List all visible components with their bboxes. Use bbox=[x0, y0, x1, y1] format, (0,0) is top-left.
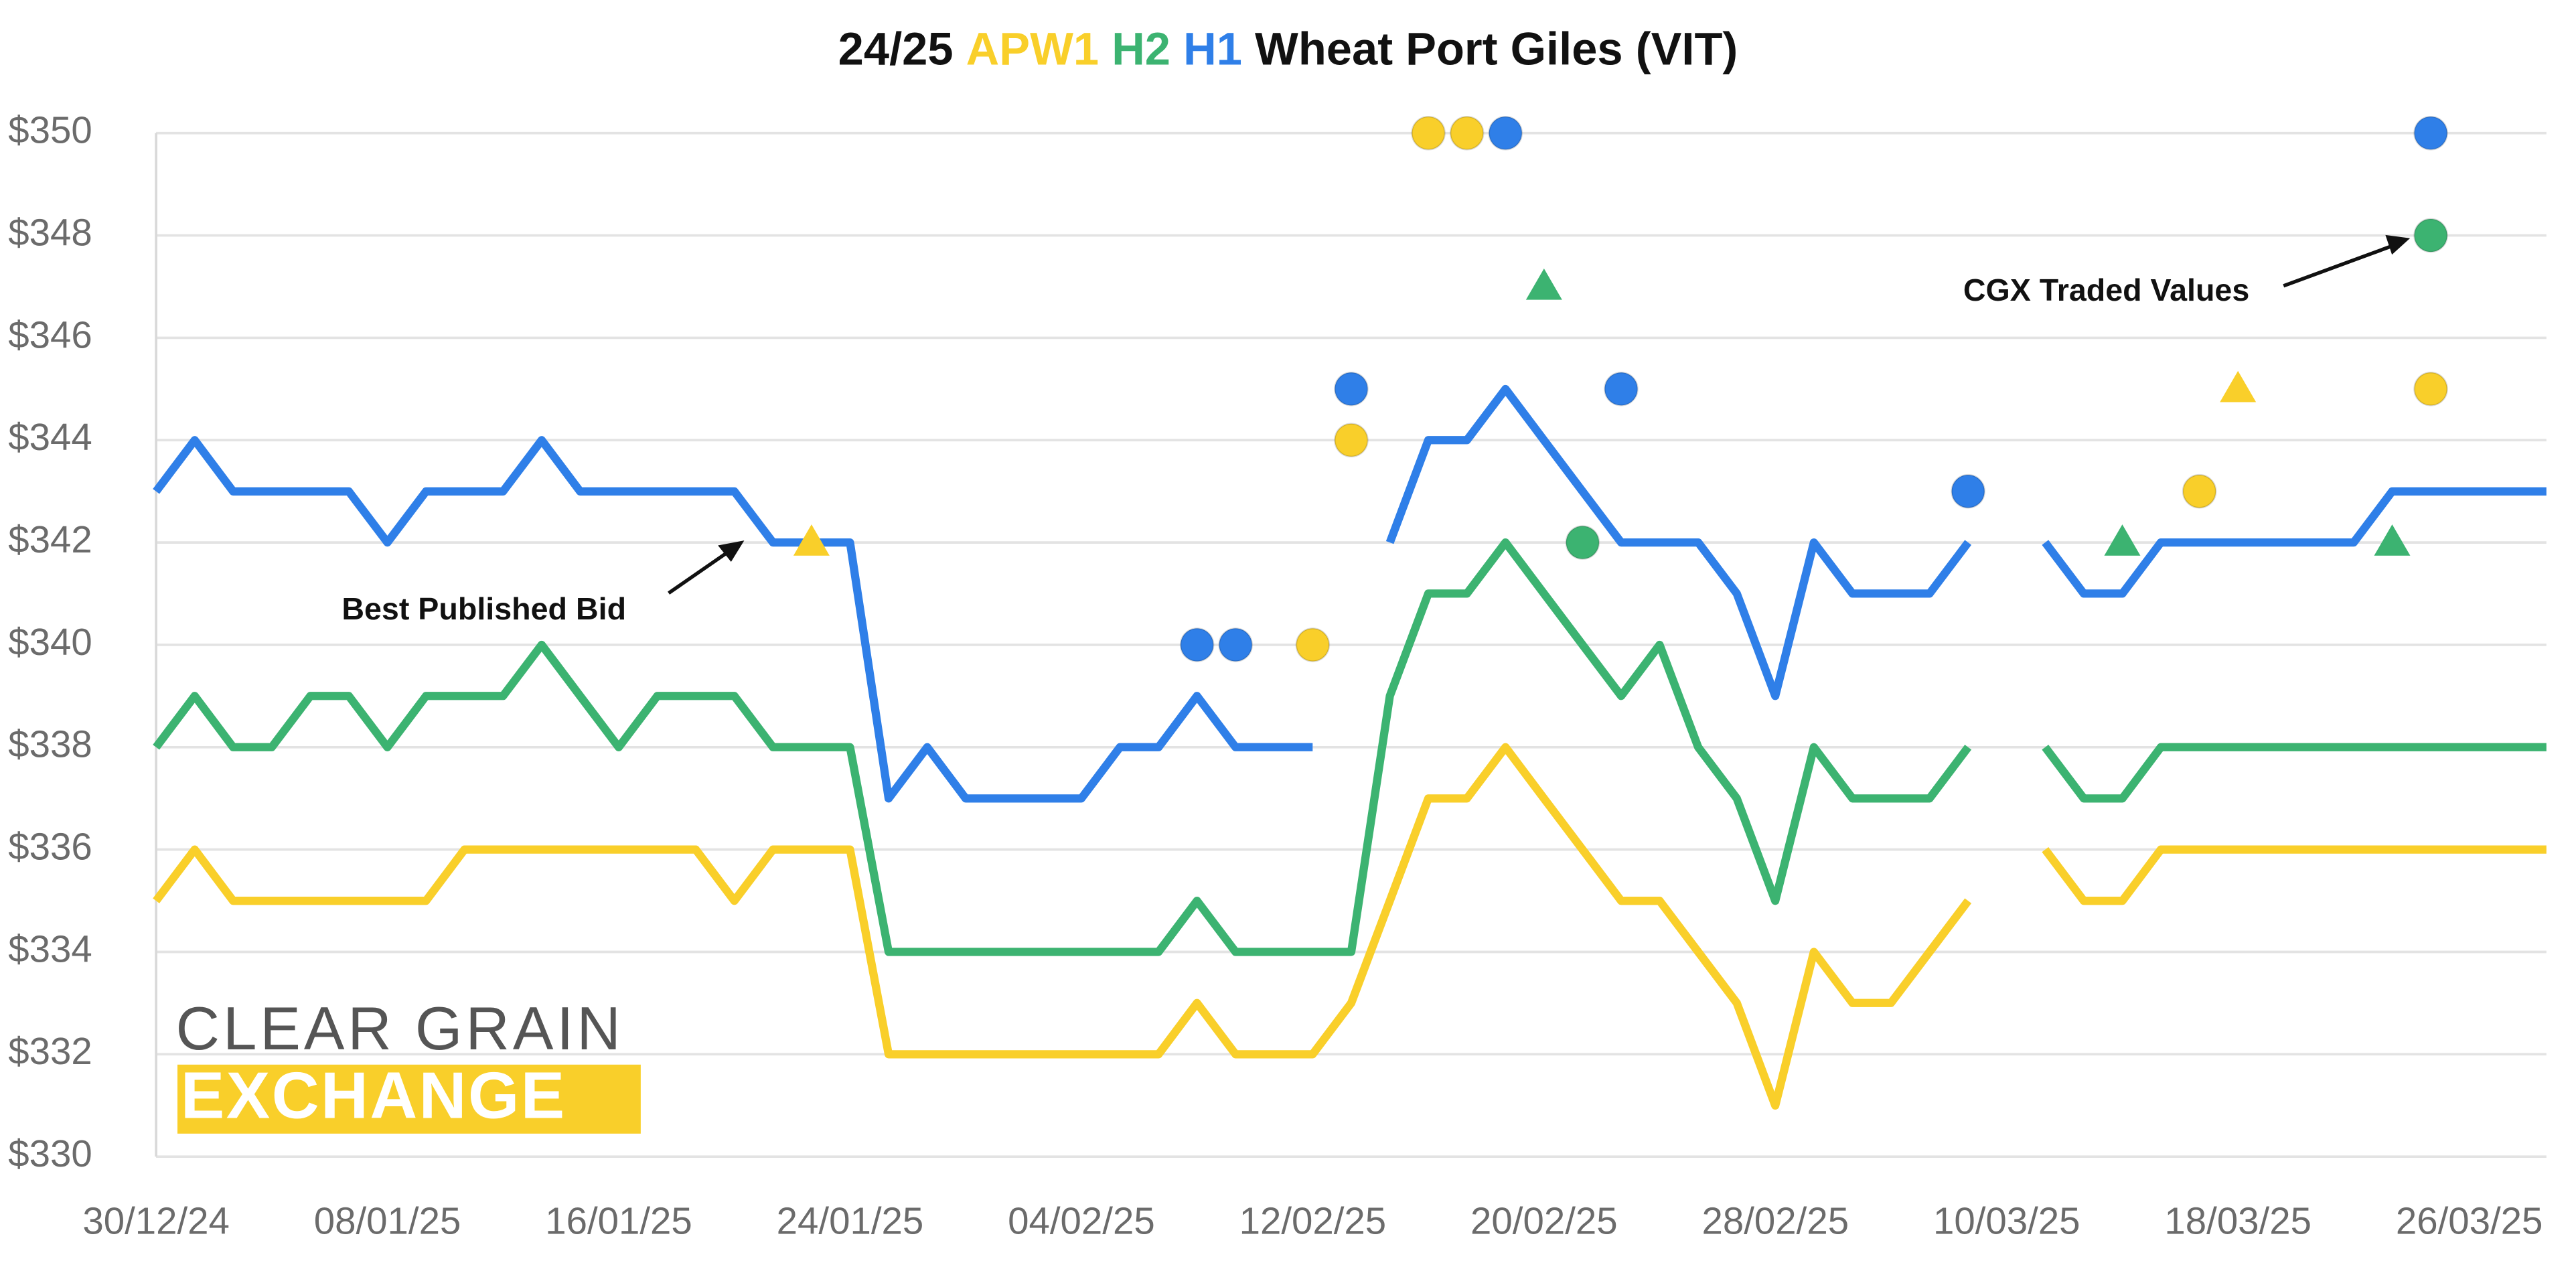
y-tick-label: $332 bbox=[8, 1030, 92, 1072]
x-tick-label: 28/02/25 bbox=[1701, 1200, 1849, 1242]
traded-point bbox=[1295, 627, 1331, 662]
y-tick-label: $340 bbox=[8, 621, 92, 663]
traded-triangle bbox=[1525, 269, 1562, 300]
traded-point bbox=[1565, 525, 1600, 560]
annotation-arrow bbox=[668, 547, 734, 595]
annotation: CGX Traded Values bbox=[1963, 273, 2249, 307]
y-tick-label: $330 bbox=[8, 1132, 92, 1175]
title-prefix: 24/25 bbox=[838, 23, 954, 75]
traded-point bbox=[1218, 627, 1253, 662]
traded-point bbox=[1334, 423, 1369, 458]
y-tick-label: $338 bbox=[8, 723, 92, 765]
plot bbox=[153, 115, 2547, 1110]
y-tick-label: $336 bbox=[8, 826, 92, 868]
x-tick-label: 18/03/25 bbox=[2164, 1200, 2312, 1242]
series-line bbox=[153, 538, 2547, 956]
title-series: H2 bbox=[1112, 23, 1170, 75]
x-tick-label: 26/03/25 bbox=[2396, 1200, 2543, 1242]
annotation: Best Published Bid bbox=[342, 591, 626, 626]
traded-point bbox=[1411, 115, 1446, 151]
traded-point bbox=[1951, 473, 1985, 509]
traded-point bbox=[2413, 218, 2448, 253]
logo-text: CLEAR GRAIN bbox=[176, 995, 624, 1063]
traded-triangle bbox=[2104, 524, 2141, 556]
traded-point bbox=[2413, 115, 2448, 151]
title-series: APW1 bbox=[966, 23, 1099, 75]
title-series: H1 bbox=[1183, 23, 1242, 75]
y-tick-label: $350 bbox=[8, 109, 92, 151]
x-tick-label: 24/01/25 bbox=[777, 1200, 924, 1242]
chart-title: 24/25 APW1 H2 H1 Wheat Port Giles (VIT) bbox=[838, 23, 1738, 75]
x-tick-label: 08/01/25 bbox=[314, 1200, 461, 1242]
y-tick-label: $348 bbox=[8, 211, 92, 253]
traded-triangle bbox=[793, 524, 830, 556]
x-tick-label: 04/02/25 bbox=[1008, 1200, 1155, 1242]
traded-point bbox=[1179, 627, 1215, 662]
annotation-arrow bbox=[2283, 243, 2397, 288]
traded-point bbox=[1488, 115, 1523, 151]
y-tick-label: $346 bbox=[8, 313, 92, 356]
x-tick-label: 30/12/24 bbox=[82, 1200, 230, 1242]
x-tick-label: 10/03/25 bbox=[1933, 1200, 2080, 1242]
arrow-head bbox=[718, 540, 745, 563]
grid bbox=[156, 131, 2547, 1159]
x-tick-label: 20/02/25 bbox=[1470, 1200, 1618, 1242]
y-tick-label: $342 bbox=[8, 518, 92, 561]
y-tick-label: $344 bbox=[8, 416, 92, 458]
x-tick-label: 16/01/25 bbox=[545, 1200, 692, 1242]
traded-point bbox=[1334, 372, 1369, 406]
traded-point bbox=[2182, 473, 2217, 509]
traded-point bbox=[1604, 372, 1639, 406]
series-line bbox=[153, 384, 2547, 803]
traded-triangle bbox=[2374, 524, 2411, 556]
traded-point bbox=[1449, 115, 1485, 151]
traded-triangle bbox=[2220, 370, 2257, 402]
y-tick-label: $334 bbox=[8, 927, 92, 970]
arrow-head bbox=[2385, 234, 2411, 255]
x-tick-label: 12/02/25 bbox=[1239, 1200, 1387, 1242]
logo-text: EXCHANGE bbox=[181, 1059, 566, 1132]
traded-point bbox=[2413, 372, 2448, 406]
title-suffix: Wheat Port Giles (VIT) bbox=[1255, 23, 1738, 75]
series-line bbox=[153, 743, 2547, 1110]
logo-band bbox=[177, 1064, 641, 1134]
